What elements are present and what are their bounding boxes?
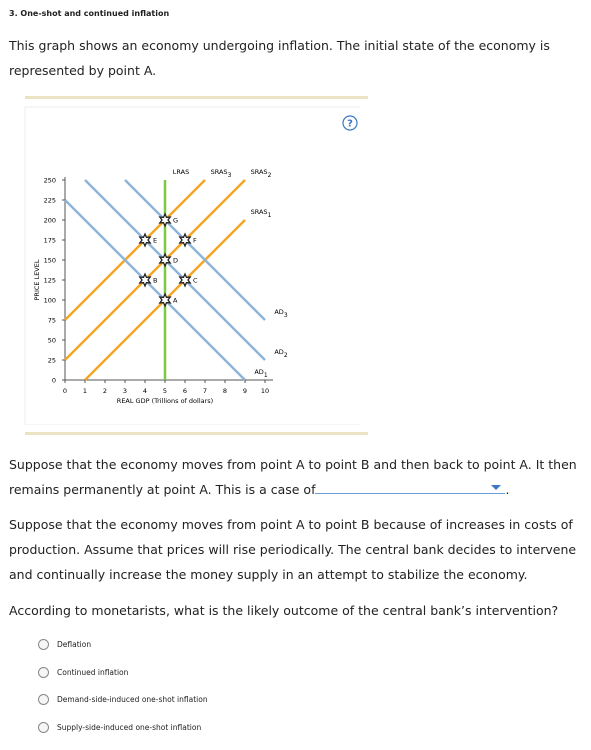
question-1-end: .	[505, 482, 510, 497]
point-label: G	[173, 217, 178, 225]
paragraph-2: Suppose that the economy moves from poin…	[9, 517, 577, 582]
option[interactable]: Demand-side-induced one-shot inflation	[38, 694, 208, 706]
series-line	[64, 179, 246, 361]
point-label: E	[153, 237, 157, 245]
y-tick-label: 25	[48, 357, 56, 365]
intro: This graph shows an economy undergoing i…	[9, 38, 550, 78]
help-text[interactable]: ?	[347, 119, 353, 130]
point-marker	[178, 232, 192, 248]
x-tick-label: 2	[103, 387, 107, 395]
x-tick-label: 4	[143, 387, 147, 395]
question-2: According to monetarists, what is the li…	[9, 603, 559, 618]
y-tick-label: 0	[52, 377, 56, 385]
question-1: Suppose that the economy moves from poin…	[9, 452, 584, 502]
radio[interactable]	[38, 639, 49, 650]
x-tick-label: 6	[183, 387, 187, 395]
point-marker	[138, 272, 152, 288]
x-tick-label: 7	[203, 387, 207, 395]
option-text: Deflation	[57, 640, 92, 649]
y-tick-label: 175	[44, 237, 56, 245]
point-marker	[158, 252, 172, 268]
point-label: D	[173, 257, 178, 265]
series-label: AD2	[274, 348, 287, 359]
point-marker	[158, 292, 172, 308]
option-text: Continued inflation	[57, 667, 129, 677]
radio[interactable]	[38, 694, 49, 706]
x-tick-label: 1	[83, 387, 87, 395]
x-tick-label: 10	[261, 387, 269, 395]
help-icon[interactable]	[342, 115, 358, 131]
series-label-subscript: 1	[268, 212, 272, 219]
option[interactable]: Supply-side-induced one-shot inflation	[38, 722, 202, 734]
series-line	[124, 179, 266, 321]
option[interactable]: Continued inflation	[38, 666, 129, 678]
x-tick-label: 9	[243, 387, 247, 395]
y-tick-label: 50	[48, 337, 56, 345]
answer-dropdown[interactable]	[315, 479, 506, 494]
y-tick-label: 225	[44, 197, 56, 205]
point-label: B	[153, 277, 157, 285]
series-line	[64, 179, 206, 321]
divider	[25, 432, 368, 435]
radio[interactable]	[38, 722, 49, 734]
point-label: C	[193, 277, 198, 285]
x-tick-label: 5	[163, 387, 167, 395]
series-label-subscript: 3	[284, 312, 288, 319]
series-label: SRAS3	[211, 168, 232, 179]
chart-frame	[24, 106, 360, 425]
point-marker	[138, 232, 152, 248]
series-label: SRAS2	[251, 168, 272, 179]
x-tick-label: 3	[123, 387, 127, 395]
radio[interactable]	[38, 666, 49, 678]
y-tick-label: 150	[44, 257, 56, 265]
chart: ? 0 25 50 75 100 125 150 175 200 225 250 0 1 2 3 4 5 6 7 8 9…	[24, 106, 360, 425]
series-label: AD1	[254, 368, 267, 379]
y-tick-label: 200	[44, 217, 56, 225]
x-tick-label: 8	[223, 387, 227, 395]
point-marker	[178, 272, 192, 288]
y-tick-label: 250	[44, 177, 56, 185]
series-label: SRAS1	[251, 208, 272, 219]
series-label-subscript: 1	[264, 372, 268, 379]
y-axis-label: PRICE LEVEL	[33, 259, 41, 300]
divider	[25, 96, 368, 99]
series-label-subscript: 2	[268, 172, 272, 179]
series-label: LRAS	[173, 168, 189, 176]
y-tick-label: 75	[48, 317, 56, 325]
question-1-text: Suppose that the economy moves from poin…	[9, 457, 577, 497]
y-tick-label: 125	[44, 277, 56, 285]
option-text: Supply-side-induced one-shot inflation	[57, 723, 202, 733]
y-tick-label: 100	[44, 297, 56, 305]
point-label: F	[193, 237, 197, 245]
series-label-subscript: 3	[228, 172, 232, 179]
option-text: Demand-side-induced one-shot inflation	[57, 695, 208, 705]
option[interactable]: Deflation	[38, 639, 91, 650]
series-line	[64, 199, 246, 381]
point-marker	[158, 212, 172, 228]
x-tick-label: 0	[63, 387, 67, 395]
x-axis-label: REAL GDP (Trillions of dollars)	[117, 397, 213, 405]
header: 3. One-shot and continued inflation	[9, 9, 170, 18]
series-line	[84, 179, 266, 361]
point-label: A	[173, 297, 178, 305]
series-label: AD3	[274, 308, 287, 319]
series-label-subscript: 2	[284, 352, 288, 359]
